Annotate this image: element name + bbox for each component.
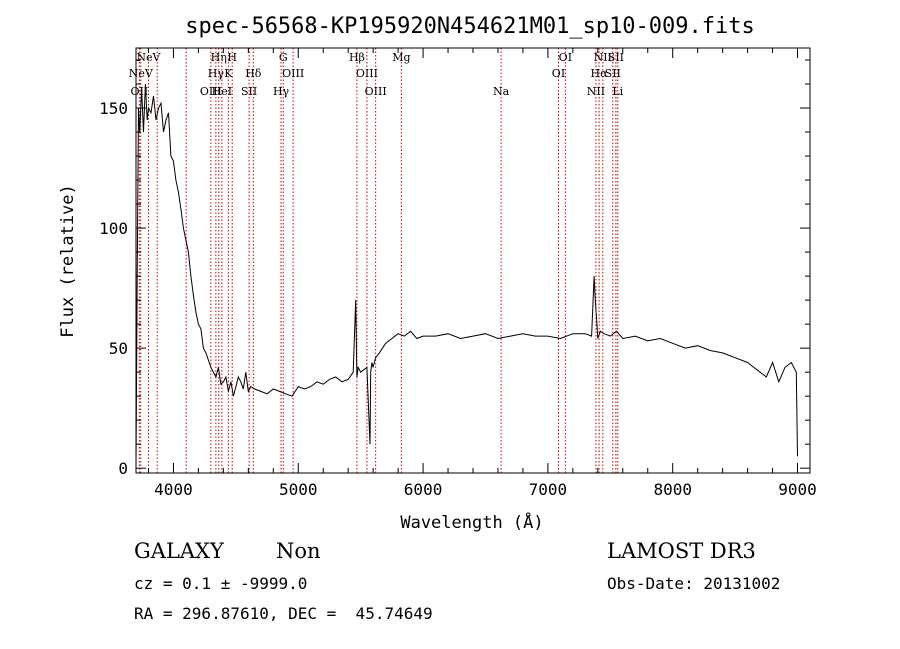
survey-name: LAMOST DR3 <box>607 539 756 563</box>
x-tick-label: 6000 <box>404 480 443 499</box>
plot-frame <box>135 47 811 474</box>
line-label: H <box>227 51 237 64</box>
object-class: GALAXY <box>134 539 224 563</box>
line-label: NII <box>587 85 605 98</box>
y-tick-label: 0 <box>118 459 128 478</box>
x-tick-label: 7000 <box>529 480 568 499</box>
chart-title: spec-56568-KP195920N454621M01_sp10-009.f… <box>185 14 755 39</box>
line-label: SII <box>608 51 624 64</box>
line-label: OIII <box>282 67 304 80</box>
y-axis-label: Flux (relative) <box>58 184 78 338</box>
line-label: K <box>224 67 233 80</box>
line-label: NeV <box>129 67 154 80</box>
x-tick-label: 4000 <box>154 480 193 499</box>
line-label: OIII <box>365 85 387 98</box>
y-tick-label: 150 <box>99 99 128 118</box>
line-label: Mg <box>392 51 410 64</box>
line-label: Hη <box>211 51 227 64</box>
line-label: OIII <box>200 85 222 98</box>
line-label: Li <box>612 85 623 98</box>
x-tick-label: 5000 <box>279 480 318 499</box>
object-subclass: Non <box>276 539 321 563</box>
y-tick-label: 100 <box>99 219 128 238</box>
line-label: OI <box>559 51 572 64</box>
x-tick-label: 9000 <box>778 480 817 499</box>
line-label: OI <box>552 67 565 80</box>
line-label: HeI <box>212 85 232 98</box>
line-label: SII <box>605 67 621 80</box>
obs-date-text: Obs-Date: 20131002 <box>607 574 781 593</box>
line-label: Na <box>493 85 510 98</box>
line-label: Hβ <box>349 51 365 64</box>
redshift-text: cz = 0.1 ± -9999.0 <box>134 574 308 593</box>
line-label: NII <box>594 51 612 64</box>
line-label: SII <box>241 85 257 98</box>
line-label: NeV <box>136 51 161 64</box>
x-tick-label: 8000 <box>653 480 692 499</box>
line-label: G <box>279 51 288 64</box>
line-label: OII <box>131 85 149 98</box>
line-label: Hγ <box>273 85 290 98</box>
y-tick-label: 50 <box>109 339 128 358</box>
x-axis-label: Wavelength (Å) <box>400 511 543 533</box>
emission-line-markers <box>138 48 619 473</box>
line-label: Hγ <box>208 67 225 80</box>
line-label: Hδ <box>245 67 262 80</box>
line-label: OIII <box>356 67 378 80</box>
axis-ticks: 4000 5000 6000 7000 8000 9000 0 50 100 150 <box>99 48 817 499</box>
coordinates-text: RA = 296.87610, DEC = 45.74649 <box>134 604 433 623</box>
line-label: Hα <box>591 67 609 80</box>
spectrum-line <box>135 83 798 469</box>
line-labels: OII NeV NeV OIII Hγ Hη HeI KH SII Hδ Hγ G OIII Hβ OIII… <box>129 51 624 98</box>
